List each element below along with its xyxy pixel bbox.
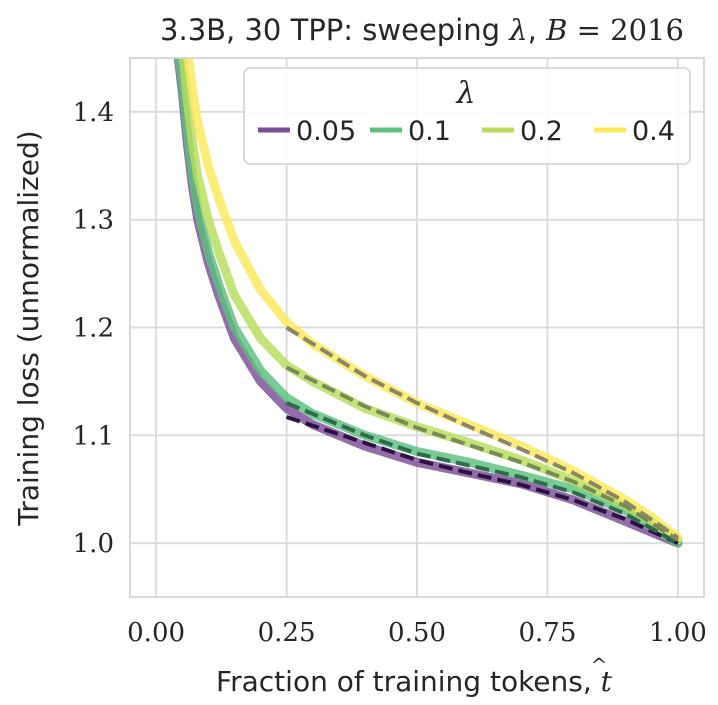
fit-line-0-05 (285, 415, 679, 545)
y-tick-label: 1.3 (73, 206, 114, 236)
x-axis-label-text: Fraction of training tokens, (216, 665, 601, 698)
legend-entries: 0.05 0.1 0.2 0.4 (258, 116, 675, 147)
y-tick-label: 1.1 (73, 421, 114, 451)
title-separator: , (528, 13, 546, 47)
legend-title: λ (455, 76, 475, 111)
x-axis-label-variable: t (601, 665, 613, 698)
x-tick-label: 0.75 (519, 618, 577, 648)
tick-labels: 0.00 0.25 0.50 0.75 1.00 1.0 1.1 1.2 1.3 1.4 (73, 98, 707, 648)
title-b-value: = 2016 (567, 13, 684, 47)
plot-border (129, 57, 705, 598)
x-tick-label: 0.25 (258, 618, 316, 648)
x-tick-label: 1.00 (649, 618, 707, 648)
title-prefix: 3.3B, 30 TPP: sweeping (160, 13, 509, 47)
x-tick-label: 0.50 (388, 618, 446, 648)
legend: λ 0.05 0.1 0.2 0.4 (243, 67, 691, 165)
title-b-variable: B (545, 13, 567, 47)
x-tick-label: 0.00 (127, 618, 185, 648)
y-tick-label: 1.0 (73, 529, 114, 559)
legend-label-0-1: 0.1 (408, 116, 451, 147)
legend-frame (243, 67, 691, 165)
legend-label-0-05: 0.05 (296, 116, 356, 147)
y-tick-label: 1.4 (73, 98, 114, 128)
series-layer (173, 58, 683, 548)
y-tick-label: 1.2 (73, 314, 114, 344)
legend-label-0-2: 0.2 (520, 116, 563, 147)
legend-label-0-4: 0.4 (632, 116, 675, 147)
title-lambda: λ (508, 13, 527, 47)
fit-line-0-1 (285, 401, 679, 545)
fit-line-0-4 (285, 325, 680, 540)
series-line-0-1 (174, 58, 683, 548)
x-axis-label: Fraction of training tokens, t (216, 665, 613, 698)
series-line-0-2 (178, 58, 683, 545)
x-axis-label-hat: ^ (591, 653, 608, 677)
chart-title: 3.3B, 30 TPP: sweeping λ, B = 2016 (160, 13, 684, 47)
fit-line-0-2 (285, 365, 679, 542)
y-axis-label: Training loss (unnormalized) (12, 130, 45, 526)
